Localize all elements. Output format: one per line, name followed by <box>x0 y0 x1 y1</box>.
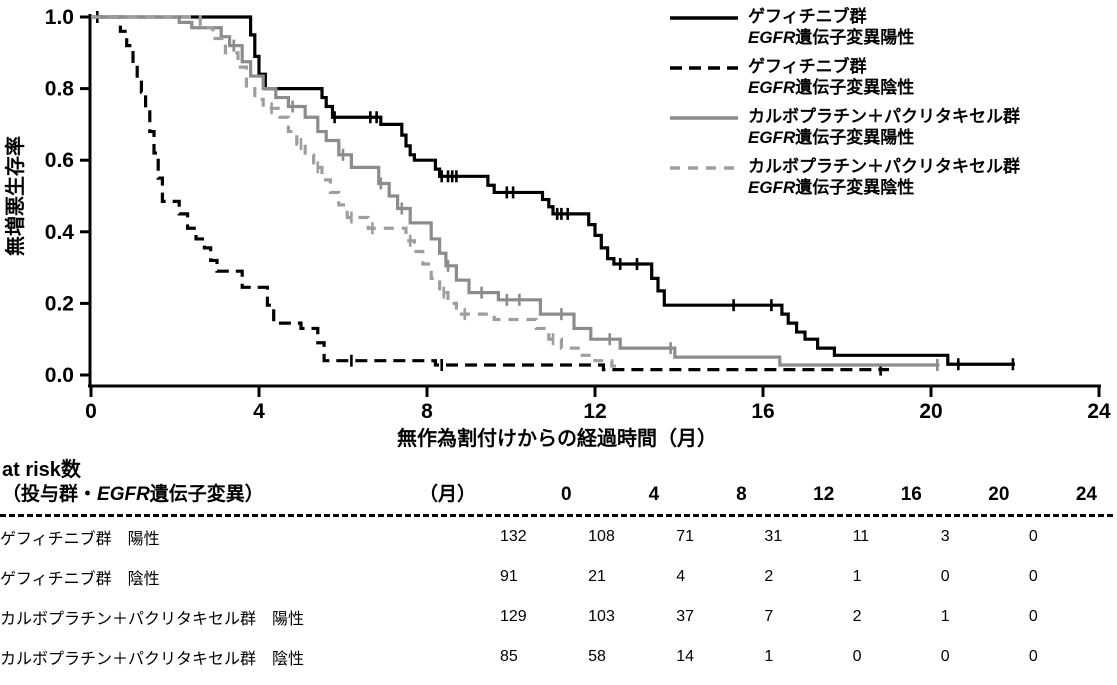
x-tick-label: 20 <box>919 400 942 423</box>
at-risk-row-1: ゲフィチニブ群 陽性 132 108 71 31 11 3 0 <box>0 517 1117 557</box>
legend-label-mutation: EGFR遺伝子変異陽性 <box>748 128 915 147</box>
at-risk-count-cell: 58 <box>588 648 606 665</box>
at-risk-month-header: 20 <box>988 484 1010 505</box>
at-risk-section: at risk数 （投与群・EGFR遺伝子変異） （月） 0 4 8 12 16 20 24… <box>0 456 1117 677</box>
at-risk-row-label: カルボプラチン＋パクリタキセル群 陰性 <box>0 651 305 668</box>
legend-label-group: ゲフィチニブ群 <box>748 7 867 26</box>
at-risk-count-cell: 0 <box>940 648 950 665</box>
at-risk-count-cell: 0 <box>852 648 862 665</box>
at-risk-count-cell: 0 <box>940 568 950 585</box>
y-tick-label: 0.2 <box>45 292 74 315</box>
y-tick-label: 0.4 <box>45 221 75 244</box>
legend-line-sample <box>670 116 738 120</box>
egfr-italic: EGFR <box>748 28 796 47</box>
legend: ゲフィチニブ群 EGFR遺伝子変異陽性 ゲフィチニブ群 EGFR遺伝子変異陰性 カルボプ… <box>668 6 1020 206</box>
legend-line-sample <box>670 66 738 70</box>
survival-curve-4 <box>91 15 621 368</box>
at-risk-count-cell: 3 <box>940 528 950 545</box>
legend-entry-1: ゲフィチニブ群 EGFR遺伝子変異陽性 <box>668 6 1020 48</box>
x-tick-label: 12 <box>583 400 606 423</box>
month-unit-header: （月） <box>418 484 476 505</box>
at-risk-count-cell: 1 <box>852 568 862 585</box>
legend-label-group: カルボプラチン＋パクリタキセル群 <box>748 107 1020 126</box>
at-risk-row-3: カルボプラチン＋パクリタキセル群 陽性 129 103 37 7 2 1 0 <box>0 597 1117 637</box>
legend-label-mutation: EGFR遺伝子変異陰性 <box>748 78 915 97</box>
y-tick-label: 0.0 <box>45 364 74 387</box>
at-risk-row-label: ゲフィチニブ群 陽性 <box>0 531 160 548</box>
at-risk-count-cell: 0 <box>1028 608 1038 625</box>
at-risk-title: at risk数 <box>2 459 81 481</box>
at-risk-month-header: 4 <box>648 484 660 505</box>
at-risk-count-cell: 71 <box>676 528 695 545</box>
legend-entry-2: ゲフィチニブ群 EGFR遺伝子変異陰性 <box>668 56 1020 98</box>
at-risk-count-cell: 31 <box>764 528 783 545</box>
legend-line-sample <box>670 16 738 20</box>
at-risk-count-cell: 37 <box>676 608 695 625</box>
at-risk-count-cell: 1 <box>940 608 950 625</box>
at-risk-count-cell: 132 <box>500 528 527 545</box>
y-tick-label: 0.8 <box>45 78 75 101</box>
at-risk-count-cell: 7 <box>764 608 774 625</box>
at-risk-count-cell: 0 <box>1028 648 1038 665</box>
y-tick-label: 1.0 <box>45 6 74 29</box>
at-risk-header-label: （投与群・EGFR遺伝子変異） <box>2 484 264 505</box>
at-risk-count-cell: 108 <box>588 528 615 545</box>
at-risk-count-cell: 91 <box>500 568 518 585</box>
legend-label: ゲフィチニブ群 EGFR遺伝子変異陽性 <box>748 6 914 48</box>
km-chart: 1.0 0.8 0.6 0.4 0.2 0.0 0 4 8 12 16 20 24 無作為割付けからの経過… <box>3 6 1111 450</box>
at-risk-month-header: 12 <box>813 484 835 505</box>
x-tick-label: 8 <box>421 400 433 423</box>
egfr-italic: EGFR <box>748 128 796 147</box>
at-risk-header-row: （投与群・EGFR遺伝子変異） （月） 0 4 8 12 16 20 24 <box>0 482 1113 517</box>
legend-label-group: カルボプラチン＋パクリタキセル群 <box>748 157 1020 176</box>
legend-line-sample <box>670 166 738 170</box>
egfr-italic: EGFR <box>748 78 796 97</box>
at-risk-count-cell: 129 <box>500 608 527 625</box>
at-risk-count-cell: 2 <box>852 608 862 625</box>
at-risk-month-header: 8 <box>736 484 747 505</box>
legend-label: カルボプラチン＋パクリタキセル群 EGFR遺伝子変異陰性 <box>748 156 1020 198</box>
egfr-italic: EGFR <box>97 484 150 505</box>
legend-entry-3: カルボプラチン＋パクリタキセル群 EGFR遺伝子変異陽性 <box>668 106 1020 148</box>
egfr-italic: EGFR <box>748 178 796 197</box>
at-risk-count-cell: 0 <box>1028 528 1038 545</box>
at-risk-row-4: カルボプラチン＋パクリタキセル群 陰性 85 58 14 1 0 0 0 <box>0 637 1117 677</box>
y-axis-label: 無増悪生存率 <box>3 136 27 256</box>
at-risk-count-cell: 21 <box>588 568 606 585</box>
legend-label-group: ゲフィチニブ群 <box>748 57 867 76</box>
at-risk-month-header: 0 <box>560 484 572 505</box>
at-risk-row-label: カルボプラチン＋パクリタキセル群 陽性 <box>0 611 305 628</box>
survival-curve-1 <box>91 15 1015 366</box>
survival-curve-2 <box>91 15 889 372</box>
at-risk-count-cell: 14 <box>676 648 695 665</box>
at-risk-month-header: 24 <box>1075 484 1097 505</box>
at-risk-count-cell: 103 <box>588 608 615 625</box>
at-risk-count-cell: 85 <box>500 648 518 665</box>
x-tick-label: 0 <box>85 400 97 423</box>
legend-label: ゲフィチニブ群 EGFR遺伝子変異陰性 <box>748 56 914 98</box>
at-risk-month-header: 16 <box>900 484 922 505</box>
legend-label-mutation: EGFR遺伝子変異陰性 <box>748 178 915 197</box>
at-risk-count-cell: 1 <box>764 648 774 665</box>
legend-label: カルボプラチン＋パクリタキセル群 EGFR遺伝子変異陽性 <box>748 106 1020 148</box>
at-risk-rows: ゲフィチニブ群 陽性 132 108 71 31 11 3 0 ゲフィチニブ群 陰性 91 21 4 2… <box>0 517 1117 677</box>
at-risk-count-cell: 11 <box>852 528 870 545</box>
x-tick-label: 16 <box>751 400 774 423</box>
y-tick-label: 0.6 <box>45 149 74 172</box>
legend-entry-4: カルボプラチン＋パクリタキセル群 EGFR遺伝子変異陰性 <box>668 156 1020 198</box>
at-risk-count-cell: 2 <box>764 568 774 585</box>
x-axis-label: 無作為割付けからの経過時間（月） <box>397 426 717 450</box>
at-risk-row-label: ゲフィチニブ群 陰性 <box>0 571 160 588</box>
at-risk-count-cell: 4 <box>676 568 686 585</box>
x-tick-label: 4 <box>253 400 265 423</box>
at-risk-row-2: ゲフィチニブ群 陰性 91 21 4 2 1 0 0 <box>0 557 1117 597</box>
survival-curve-3 <box>91 15 940 367</box>
legend-label-mutation: EGFR遺伝子変異陽性 <box>748 28 915 47</box>
x-tick-label: 24 <box>1087 400 1111 423</box>
at-risk-count-cell: 0 <box>1028 568 1038 585</box>
